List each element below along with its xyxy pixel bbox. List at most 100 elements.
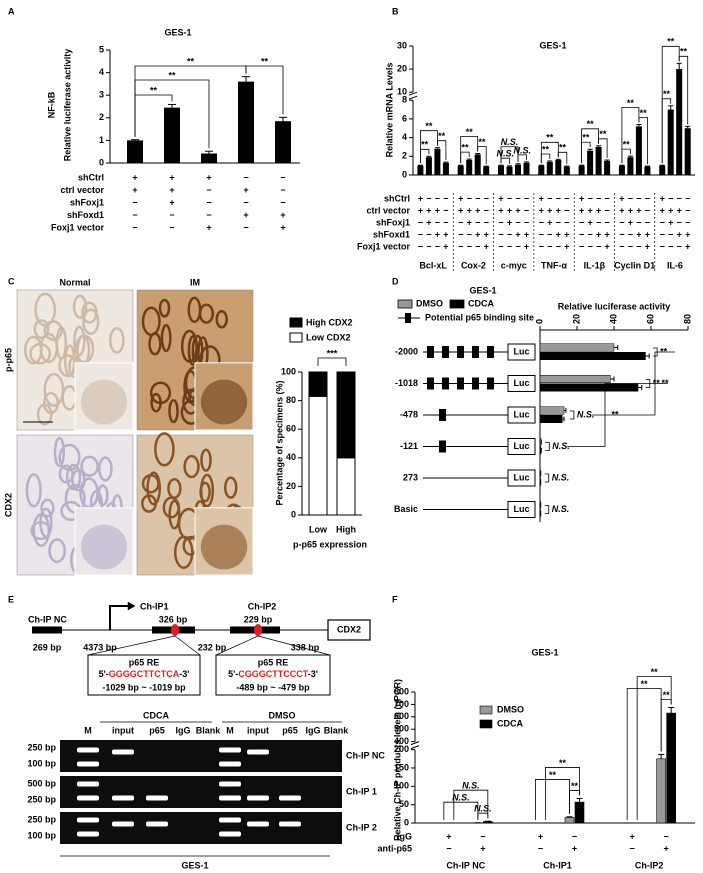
sequence-part: -3' <box>179 669 189 679</box>
condition-sign: − <box>132 197 137 207</box>
condition-sign: + <box>507 205 512 215</box>
condition-sign: + <box>596 205 601 215</box>
binding-site <box>427 377 434 390</box>
condition-sign: + <box>556 229 561 239</box>
y-tick-label: 6 <box>402 113 407 123</box>
condition-sign: + <box>539 193 544 203</box>
condition-sign: − <box>132 210 137 220</box>
significance-label: N.S. <box>513 145 531 155</box>
condition-sign: − <box>435 193 440 203</box>
legend-label: CDCA <box>468 298 494 308</box>
significance-label: N.S. <box>577 409 595 419</box>
x-tick-label: IL-1β <box>584 260 606 270</box>
y-tick-label: 40 <box>286 452 296 462</box>
bracket <box>460 136 479 164</box>
gland <box>71 469 86 492</box>
condition-sign: − <box>524 217 529 227</box>
bar <box>539 415 563 423</box>
region-label: Ch-IP NC <box>28 614 67 624</box>
condition-sign: − <box>169 222 174 232</box>
condition-sign: + <box>435 229 440 239</box>
row-label: CDX2 <box>3 493 13 517</box>
condition-sign: − <box>619 229 624 239</box>
condition-sign: − <box>480 831 485 841</box>
binding-site <box>472 346 479 358</box>
bracket <box>453 789 489 820</box>
lane-label: M <box>226 725 234 735</box>
gel-band <box>146 795 168 801</box>
condition-sign: + <box>604 241 609 251</box>
significance-label: ** <box>667 37 675 47</box>
legend-swatch <box>479 719 493 729</box>
panel-label: A <box>8 6 15 16</box>
condition-sign: + <box>547 217 552 227</box>
lane-label: M <box>84 725 92 735</box>
condition-sign: − <box>547 193 552 203</box>
bracket <box>660 699 672 752</box>
condition-sign: + <box>664 843 669 853</box>
bar <box>466 160 473 175</box>
condition-sign: + <box>475 205 480 215</box>
condition-sign: + <box>467 217 472 227</box>
gland <box>160 323 172 353</box>
element-label: p65 RE <box>258 657 289 667</box>
bracket <box>134 65 247 137</box>
bracket <box>569 410 575 420</box>
significance-label: ** <box>660 346 668 356</box>
condition-sign: + <box>169 172 174 182</box>
callout-line <box>87 635 176 656</box>
y-axis-label: Relative Ch-IP products levels (qPCR) <box>392 679 402 841</box>
bar <box>539 375 611 383</box>
condition-sign: − <box>587 193 592 203</box>
gland <box>199 473 215 508</box>
bar <box>539 352 646 360</box>
condition-sign: + <box>418 205 423 215</box>
significance-label: ** <box>611 409 619 419</box>
binding-site <box>442 346 449 358</box>
condition-sign: − <box>628 241 633 251</box>
condition-sign: − <box>498 229 503 239</box>
gland <box>65 463 82 491</box>
luc-label: Luc <box>513 504 529 514</box>
condition-sign: − <box>677 241 682 251</box>
significance-label: N.S. <box>552 472 570 482</box>
condition-label: shFoxd1 <box>67 210 104 220</box>
condition-sign: + <box>628 205 633 215</box>
bracket <box>477 812 489 820</box>
condition-sign: − <box>619 217 624 227</box>
condition-sign: − <box>243 222 248 232</box>
gland <box>168 398 179 424</box>
legend-swatch <box>289 332 303 343</box>
condition-sign: − <box>539 217 544 227</box>
gland <box>108 327 125 354</box>
inset-tissue <box>200 524 248 570</box>
condition-sign: + <box>564 241 569 251</box>
bar <box>574 801 585 824</box>
condition-sign: − <box>660 241 665 251</box>
sequence-part: -3' <box>308 669 318 679</box>
bar <box>635 126 642 175</box>
significance-label: ** <box>187 56 195 66</box>
condition-sign: − <box>443 217 448 227</box>
gland <box>180 329 198 363</box>
condition-sign: − <box>628 229 633 239</box>
significance-label: ** <box>461 142 469 152</box>
bar <box>457 165 464 175</box>
condition-sign: − <box>660 229 665 239</box>
condition-label: shFoxd1 <box>373 229 410 239</box>
chart-title: GES-1 <box>164 27 191 37</box>
gel-band <box>247 795 269 801</box>
gel-band <box>219 781 241 787</box>
condition-sign: + <box>547 205 552 215</box>
gland <box>154 432 175 467</box>
row-label: Ch-IP NC <box>346 750 385 760</box>
significance-label: ** <box>640 108 648 118</box>
bar <box>336 457 356 516</box>
bar <box>506 166 513 175</box>
y-tick-label: 8 <box>402 95 407 105</box>
y-tick-label: 150 <box>394 762 409 772</box>
legend-swatch <box>397 299 413 309</box>
x-axis-label: p-p65 expression <box>293 539 367 549</box>
binding-site <box>472 377 479 390</box>
marker-label: 250 bp <box>27 794 56 804</box>
